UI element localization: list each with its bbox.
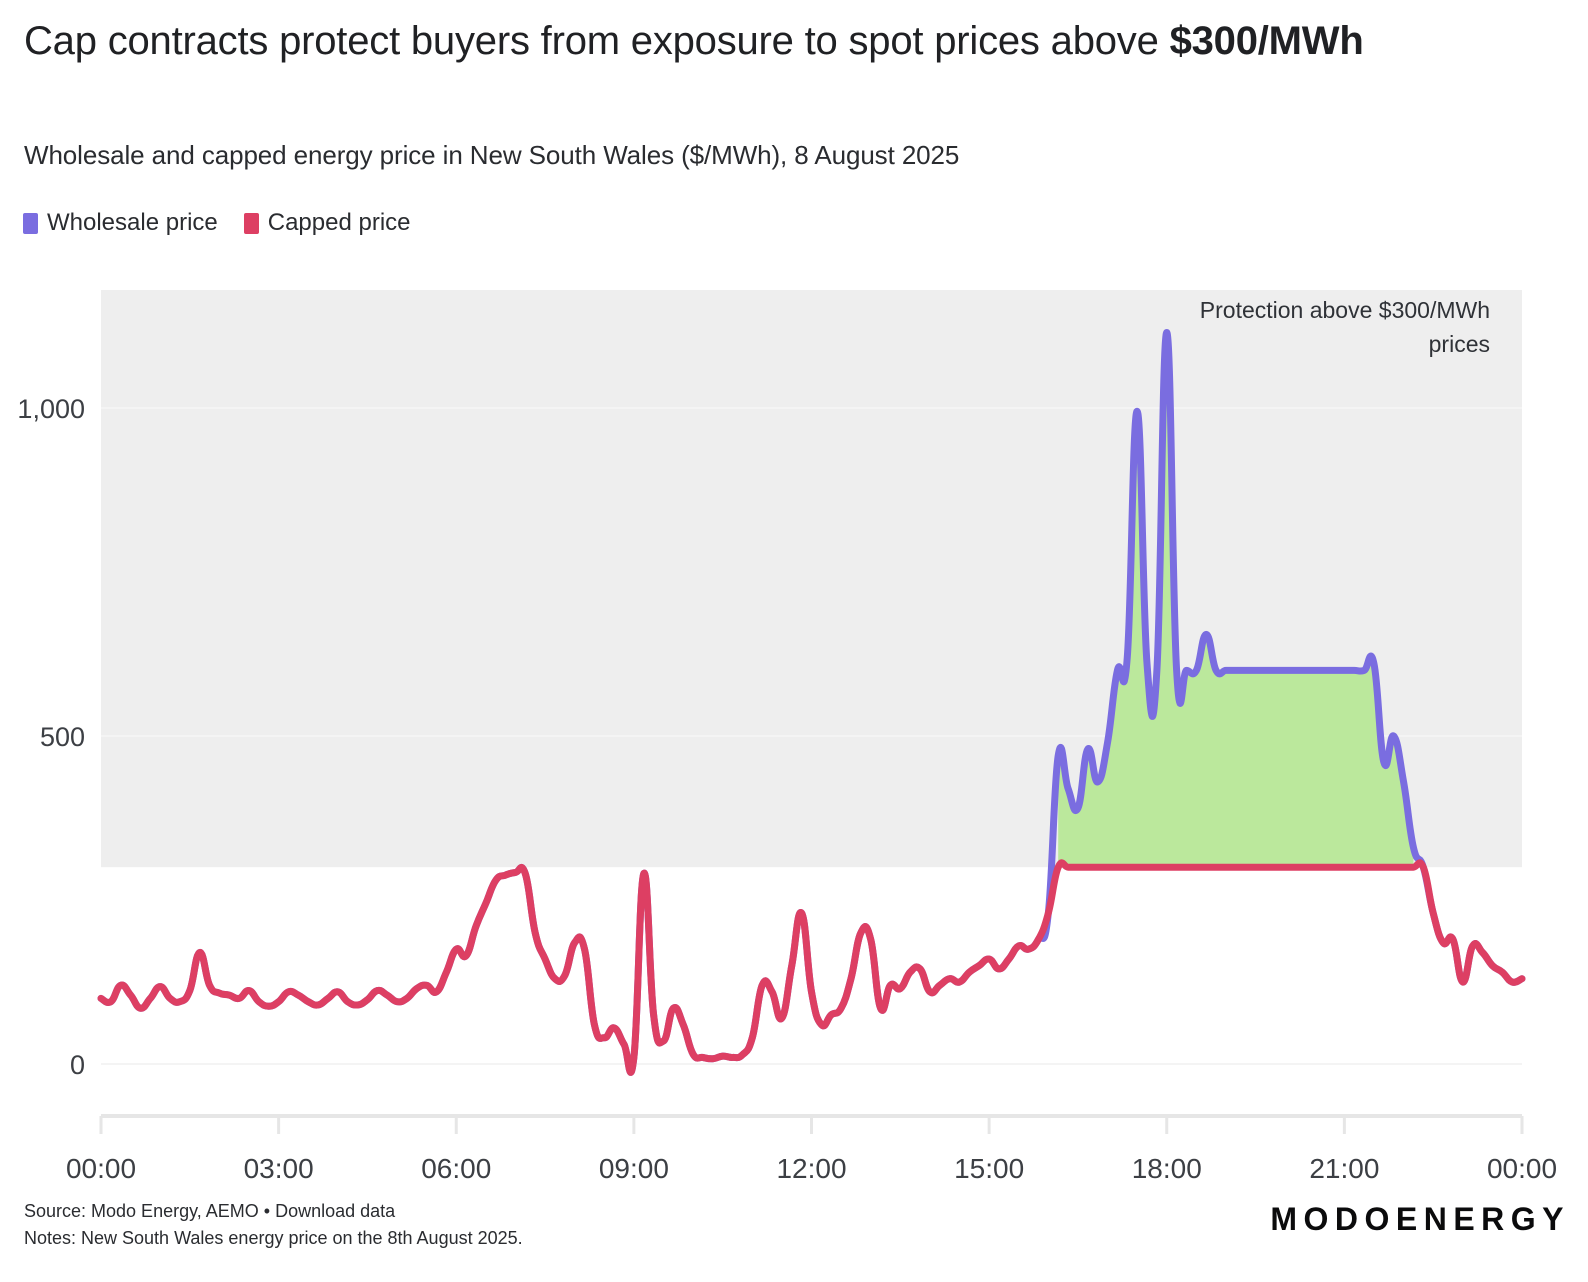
- title-line-1: Cap contracts protect buyers from exposu…: [24, 19, 1159, 63]
- footer-source[interactable]: Source: Modo Energy, AEMO • Download dat…: [24, 1198, 523, 1225]
- chart-plot-area: 0 500 1,000 00:00 03:00 06:00 09:00 12:00 15:00 1…: [0, 262, 1588, 1192]
- x-axis-tick-label: 06:00: [421, 1153, 491, 1184]
- chart-footer: Source: Modo Energy, AEMO • Download dat…: [24, 1198, 523, 1252]
- legend-label-capped: Capped price: [267, 209, 411, 236]
- x-axis-tick-label: 18:00: [1132, 1153, 1202, 1184]
- capped-price-line: [97, 859, 1526, 1076]
- x-axis-tick-label: 12:00: [776, 1153, 846, 1184]
- legend-swatch-capped: [243, 212, 259, 234]
- modo-energy-logo: MODOENERGY: [1270, 1201, 1570, 1237]
- price-line-chart: 0 500 1,000 00:00 03:00 06:00 09:00 12:00 15:00 1…: [17, 290, 1557, 1184]
- y-axis-tick-label: 0: [70, 1050, 85, 1080]
- x-axis-tick-label: 00:00: [1487, 1153, 1557, 1184]
- x-axis-tick-label: 09:00: [599, 1153, 669, 1184]
- title-line-2: $300/MWh: [1169, 19, 1364, 63]
- footer-source-text: Source: Modo Energy, AEMO • Download dat…: [24, 1201, 396, 1221]
- chart-legend: Wholesale price Capped price: [23, 209, 411, 237]
- legend-swatch-wholesale: [23, 212, 38, 234]
- protection-annotation: Protection above $300/MWh: [1200, 297, 1490, 323]
- x-axis-tick-label: 15:00: [954, 1153, 1024, 1184]
- legend-item-capped[interactable]: Capped price: [243, 209, 411, 237]
- y-axis-tick-label: 1,000: [17, 394, 85, 424]
- x-axis-tick-label: 00:00: [66, 1153, 136, 1184]
- page-title: Cap contracts protect buyers from exposu…: [24, 18, 1444, 65]
- x-axis-tick-label: 03:00: [244, 1153, 314, 1184]
- protection-fill-area: [1058, 332, 1414, 868]
- footer-notes: Notes: New South Wales energy price on t…: [24, 1228, 523, 1248]
- legend-item-wholesale[interactable]: Wholesale price: [23, 209, 218, 237]
- protection-annotation-line2: prices: [1429, 331, 1490, 357]
- y-axis-tick-label: 500: [40, 722, 85, 752]
- chart-subtitle: Wholesale and capped energy price in New…: [24, 140, 960, 170]
- legend-label-wholesale: Wholesale price: [47, 209, 218, 236]
- x-axis-tick-label: 21:00: [1309, 1153, 1379, 1184]
